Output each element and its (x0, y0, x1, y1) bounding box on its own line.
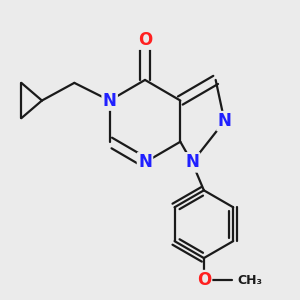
Text: N: N (218, 112, 231, 130)
Text: O: O (197, 271, 211, 289)
Text: CH₃: CH₃ (238, 274, 263, 286)
Text: N: N (185, 153, 199, 171)
Text: N: N (103, 92, 117, 110)
Text: N: N (138, 153, 152, 171)
Text: O: O (138, 31, 152, 49)
